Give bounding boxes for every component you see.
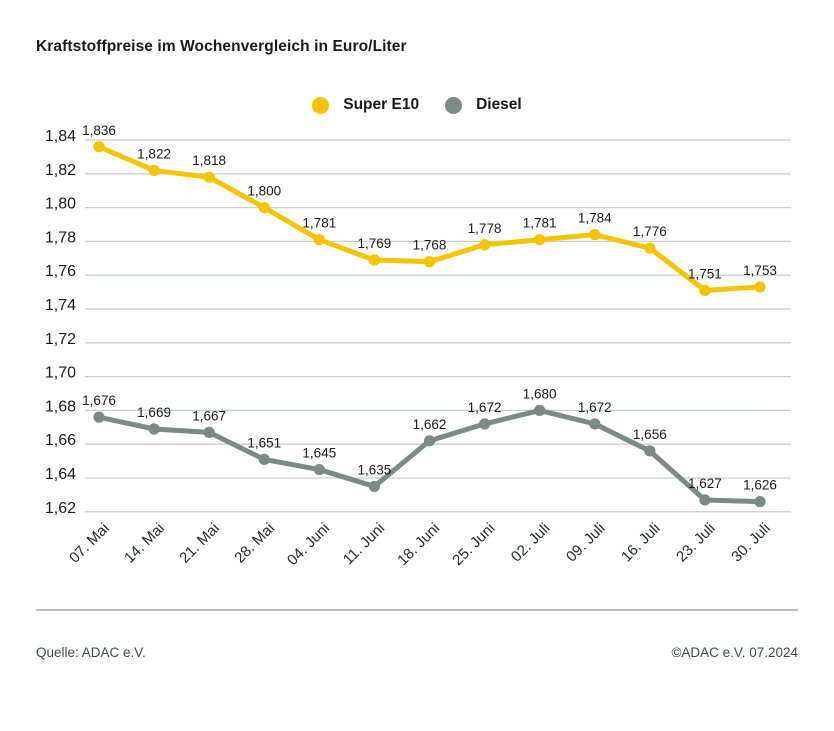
legend-item-super-e10: Super E10 — [312, 96, 419, 114]
data-point-marker — [148, 423, 160, 435]
y-tick-label: 1,78 — [45, 229, 76, 246]
data-point-marker — [368, 254, 381, 266]
y-tick-label: 1,76 — [45, 263, 76, 280]
x-tick-label: 16. Juli — [618, 520, 664, 566]
data-point-marker — [93, 141, 105, 153]
legend-label-diesel: Diesel — [476, 96, 522, 113]
data-point-marker — [589, 229, 601, 241]
data-point-marker — [203, 426, 215, 438]
x-tick-label: 28. Mai — [231, 520, 278, 567]
x-tick-label: 18. Juni — [394, 520, 443, 569]
y-tick-label: 1,66 — [45, 432, 76, 449]
data-point-label: 1,662 — [413, 417, 447, 432]
data-point-label: 1,776 — [633, 224, 667, 239]
data-point-label: 1,769 — [358, 236, 392, 251]
y-tick-label: 1,72 — [45, 331, 76, 348]
x-tick-label: 04. Juni — [284, 520, 333, 569]
data-point-label: 1,836 — [82, 123, 116, 138]
x-tick-label: 07. Mai — [66, 520, 113, 567]
data-point-label: 1,627 — [688, 476, 722, 491]
footer-divider — [36, 609, 798, 611]
legend-label-super-e10: Super E10 — [343, 96, 420, 113]
legend: Super E10 Diesel — [0, 96, 834, 114]
data-point-marker — [313, 463, 325, 476]
x-tick-label: 14. Mai — [121, 520, 168, 567]
y-tick-label: 1,80 — [45, 196, 76, 213]
y-tick-label: 1,64 — [45, 466, 76, 483]
data-point-label: 1,651 — [247, 435, 281, 450]
source-text: Quelle: ADAC e.V. — [36, 645, 146, 660]
data-point-label: 1,800 — [247, 184, 281, 199]
series-line-super-e10 — [96, 144, 763, 293]
legend-item-diesel: Diesel — [445, 96, 522, 114]
data-point-marker — [589, 418, 601, 430]
footer: Quelle: ADAC e.V. ©ADAC e.V. 07.2024 — [36, 645, 798, 660]
x-tick-label: 09. Juli — [563, 520, 609, 566]
data-point-marker — [754, 496, 766, 508]
data-point-label: 1,667 — [192, 408, 226, 423]
data-point-label: 1,645 — [302, 446, 336, 461]
page-title: Kraftstoffpreise im Wochenvergleich in E… — [36, 38, 407, 55]
data-point-label: 1,680 — [523, 386, 557, 401]
y-tick-label: 1,62 — [45, 500, 76, 517]
copyright-text: ©ADAC e.V. 07.2024 — [671, 645, 798, 660]
y-tick-label: 1,84 — [45, 128, 76, 145]
data-point-label: 1,672 — [468, 400, 502, 415]
data-point-marker — [478, 418, 491, 430]
data-point-label: 1,751 — [688, 266, 722, 281]
data-point-label: 1,781 — [302, 216, 336, 231]
x-tick-label: 11. Juni — [340, 520, 388, 568]
y-tick-label: 1,74 — [45, 297, 76, 314]
data-point-marker — [644, 445, 656, 457]
data-point-marker — [534, 234, 546, 246]
y-tick-label: 1,70 — [45, 365, 76, 382]
data-point-marker — [478, 239, 491, 251]
data-point-label: 1,626 — [743, 478, 777, 493]
data-point-marker — [368, 480, 381, 493]
x-tick-label: 02. Juli — [508, 520, 554, 566]
data-point-marker — [699, 284, 711, 297]
x-tick-label: 30. Juli — [728, 520, 774, 566]
data-point-marker — [313, 234, 325, 246]
data-point-marker — [423, 256, 436, 268]
data-point-marker — [148, 164, 160, 177]
data-point-label: 1,753 — [743, 263, 777, 278]
data-point-marker — [203, 171, 215, 183]
data-point-label: 1,672 — [578, 400, 612, 415]
super-e10-dot-icon — [312, 96, 330, 114]
x-tick-label: 25. Juni — [449, 520, 498, 569]
data-point-label: 1,822 — [137, 146, 171, 161]
data-point-marker — [699, 494, 711, 506]
data-point-marker — [423, 435, 436, 447]
diesel-dot-icon — [445, 96, 463, 114]
data-point-label: 1,635 — [358, 462, 392, 477]
data-point-label: 1,676 — [82, 393, 116, 408]
y-tick-label: 1,82 — [45, 162, 76, 179]
x-tick-label: 21. Mai — [176, 520, 223, 567]
data-point-marker — [93, 411, 105, 423]
data-point-label: 1,656 — [633, 427, 667, 442]
data-point-label: 1,818 — [192, 153, 226, 168]
data-point-label: 1,768 — [413, 238, 447, 253]
data-point-label: 1,781 — [523, 216, 557, 231]
data-point-marker — [644, 242, 656, 254]
data-point-marker — [258, 202, 270, 214]
x-tick-label: 23. Juli — [673, 520, 719, 566]
data-point-label: 1,784 — [578, 211, 612, 226]
data-point-marker — [258, 453, 270, 466]
y-tick-label: 1,68 — [45, 398, 76, 415]
data-point-marker — [754, 281, 766, 293]
data-point-label: 1,778 — [468, 221, 502, 236]
data-point-label: 1,669 — [137, 405, 171, 420]
data-point-marker — [534, 404, 546, 416]
